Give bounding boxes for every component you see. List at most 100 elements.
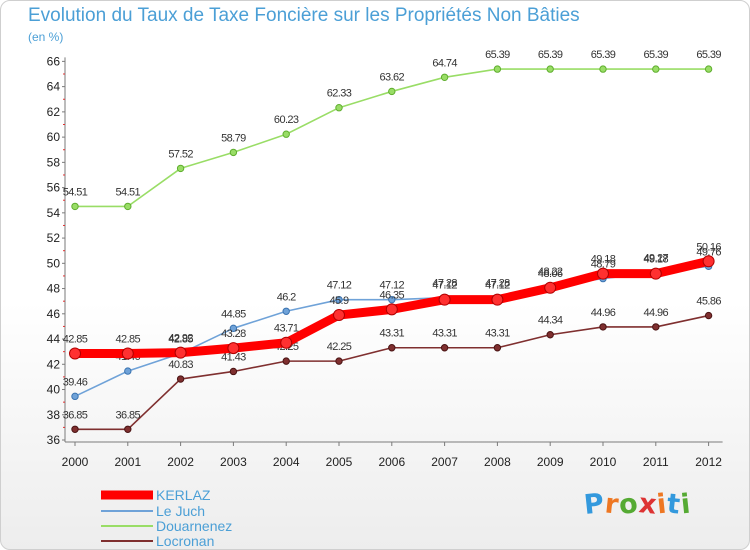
- data-point: [335, 357, 343, 365]
- data-label: 64.74: [432, 57, 457, 69]
- data-point: [704, 311, 713, 320]
- data-label: 43.31: [485, 328, 510, 340]
- data-point: [388, 87, 396, 96]
- data-point: [544, 281, 557, 294]
- data-label: 42.85: [63, 334, 88, 346]
- data-label: 49.27: [644, 253, 669, 265]
- data-point: [335, 295, 343, 304]
- legend-label: KERLAZ: [156, 487, 211, 503]
- y-tick-label: 50: [47, 256, 61, 270]
- data-label: 65.39: [644, 49, 669, 61]
- chart-title: Evolution du Taux de Taxe Foncière sur l…: [28, 5, 580, 26]
- logo-letter: i: [679, 488, 694, 521]
- y-tick-label: 66: [47, 54, 61, 68]
- data-label: 44.96: [591, 307, 616, 319]
- data-label: 42.85: [168, 334, 193, 346]
- data-label: 43.31: [432, 328, 457, 340]
- data-label: 40.83: [168, 359, 193, 371]
- data-point: [174, 346, 187, 359]
- data-label: 46.2: [277, 291, 296, 303]
- y-tick-label: 48: [47, 282, 61, 296]
- x-tick-label: 2006: [378, 455, 405, 469]
- data-point: [440, 73, 449, 82]
- legend-label: Douarnenez: [156, 518, 233, 534]
- data-point: [71, 392, 79, 401]
- data-label: 54.51: [63, 186, 88, 198]
- data-point: [335, 104, 343, 112]
- data-label: 57.52: [168, 148, 193, 160]
- data-point: [493, 344, 502, 352]
- data-label: 47.12: [485, 280, 510, 292]
- data-point: [229, 148, 238, 157]
- data-point: [124, 425, 132, 433]
- x-tick-label: 2007: [431, 455, 458, 469]
- data-point: [599, 323, 607, 331]
- data-label: 49.76: [696, 246, 721, 258]
- data-label: 42.85: [116, 334, 141, 346]
- x-tick-label: 2000: [62, 455, 89, 469]
- legend-swatch: [101, 490, 153, 500]
- data-label: 44.96: [644, 307, 669, 319]
- y-tick-label: 60: [47, 130, 61, 144]
- data-point: [176, 375, 185, 383]
- data-point: [388, 344, 396, 352]
- data-label: 65.39: [591, 49, 616, 61]
- data-label: 42.25: [327, 341, 352, 353]
- proxiti-logo: Proxiti: [582, 488, 694, 521]
- data-label: 47.12: [432, 280, 457, 292]
- data-label: 63.62: [380, 71, 405, 83]
- data-point: [71, 425, 79, 433]
- data-point: [176, 164, 185, 173]
- data-point: [282, 307, 290, 315]
- data-label: 47.28: [432, 278, 457, 290]
- data-label: 44.85: [221, 308, 246, 320]
- data-point: [124, 202, 132, 211]
- data-label: 62.33: [327, 88, 352, 100]
- data-point: [71, 202, 79, 211]
- x-tick-label: 2011: [643, 455, 669, 469]
- x-tick-label: 2002: [167, 455, 194, 469]
- y-tick-label: 54: [47, 206, 61, 220]
- x-tick-label: 2010: [590, 455, 617, 469]
- data-label: 48.22: [538, 266, 563, 278]
- y-tick-label: 38: [47, 408, 61, 422]
- y-tick-label: 42: [47, 357, 61, 371]
- y-tick-label: 46: [47, 307, 61, 321]
- data-label: 49.18: [644, 254, 669, 266]
- data-label: 43.28: [221, 328, 246, 340]
- data-point: [546, 65, 554, 73]
- data-point: [124, 367, 132, 375]
- y-tick-label: 58: [47, 155, 61, 169]
- data-label: 43.71: [274, 323, 299, 335]
- data-label: 42.92: [168, 333, 193, 345]
- y-axis-unit-label: (en %): [28, 30, 64, 44]
- data-point: [546, 331, 554, 339]
- data-point: [438, 293, 451, 306]
- data-label: 36.85: [63, 409, 88, 421]
- data-point: [652, 65, 660, 73]
- data-label: 54.51: [116, 186, 141, 198]
- legend-swatch: [101, 540, 153, 542]
- data-point: [702, 255, 715, 268]
- x-tick-label: 2004: [273, 455, 300, 469]
- data-point: [282, 357, 290, 365]
- x-tick-label: 2005: [326, 455, 353, 469]
- y-tick-label: 64: [47, 80, 61, 94]
- data-label: 48.06: [538, 268, 563, 280]
- data-point: [385, 303, 398, 316]
- y-tick-label: 52: [47, 231, 61, 245]
- data-point: [121, 347, 134, 360]
- data-point: [704, 65, 713, 73]
- data-label: 44.34: [538, 315, 563, 327]
- data-label: 65.39: [696, 49, 721, 61]
- data-point: [229, 367, 238, 376]
- data-point: [227, 342, 240, 355]
- data-point: [440, 344, 449, 352]
- data-label: 41.43: [221, 351, 246, 363]
- data-label: 48.79: [591, 259, 616, 271]
- data-point: [388, 295, 396, 304]
- data-point: [282, 130, 290, 138]
- x-tick-label: 2003: [220, 455, 247, 469]
- data-label: 65.39: [538, 49, 563, 61]
